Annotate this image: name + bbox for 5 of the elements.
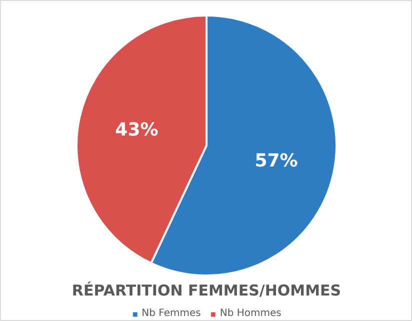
text: RÉPARTITION FEMMES/HOMMES [72,282,342,300]
legend-label: Nb Hommes [220,308,282,319]
data-label: 57% [254,150,298,172]
legend-label: Nb Femmes [142,308,201,319]
data-label: 43% [115,119,158,140]
